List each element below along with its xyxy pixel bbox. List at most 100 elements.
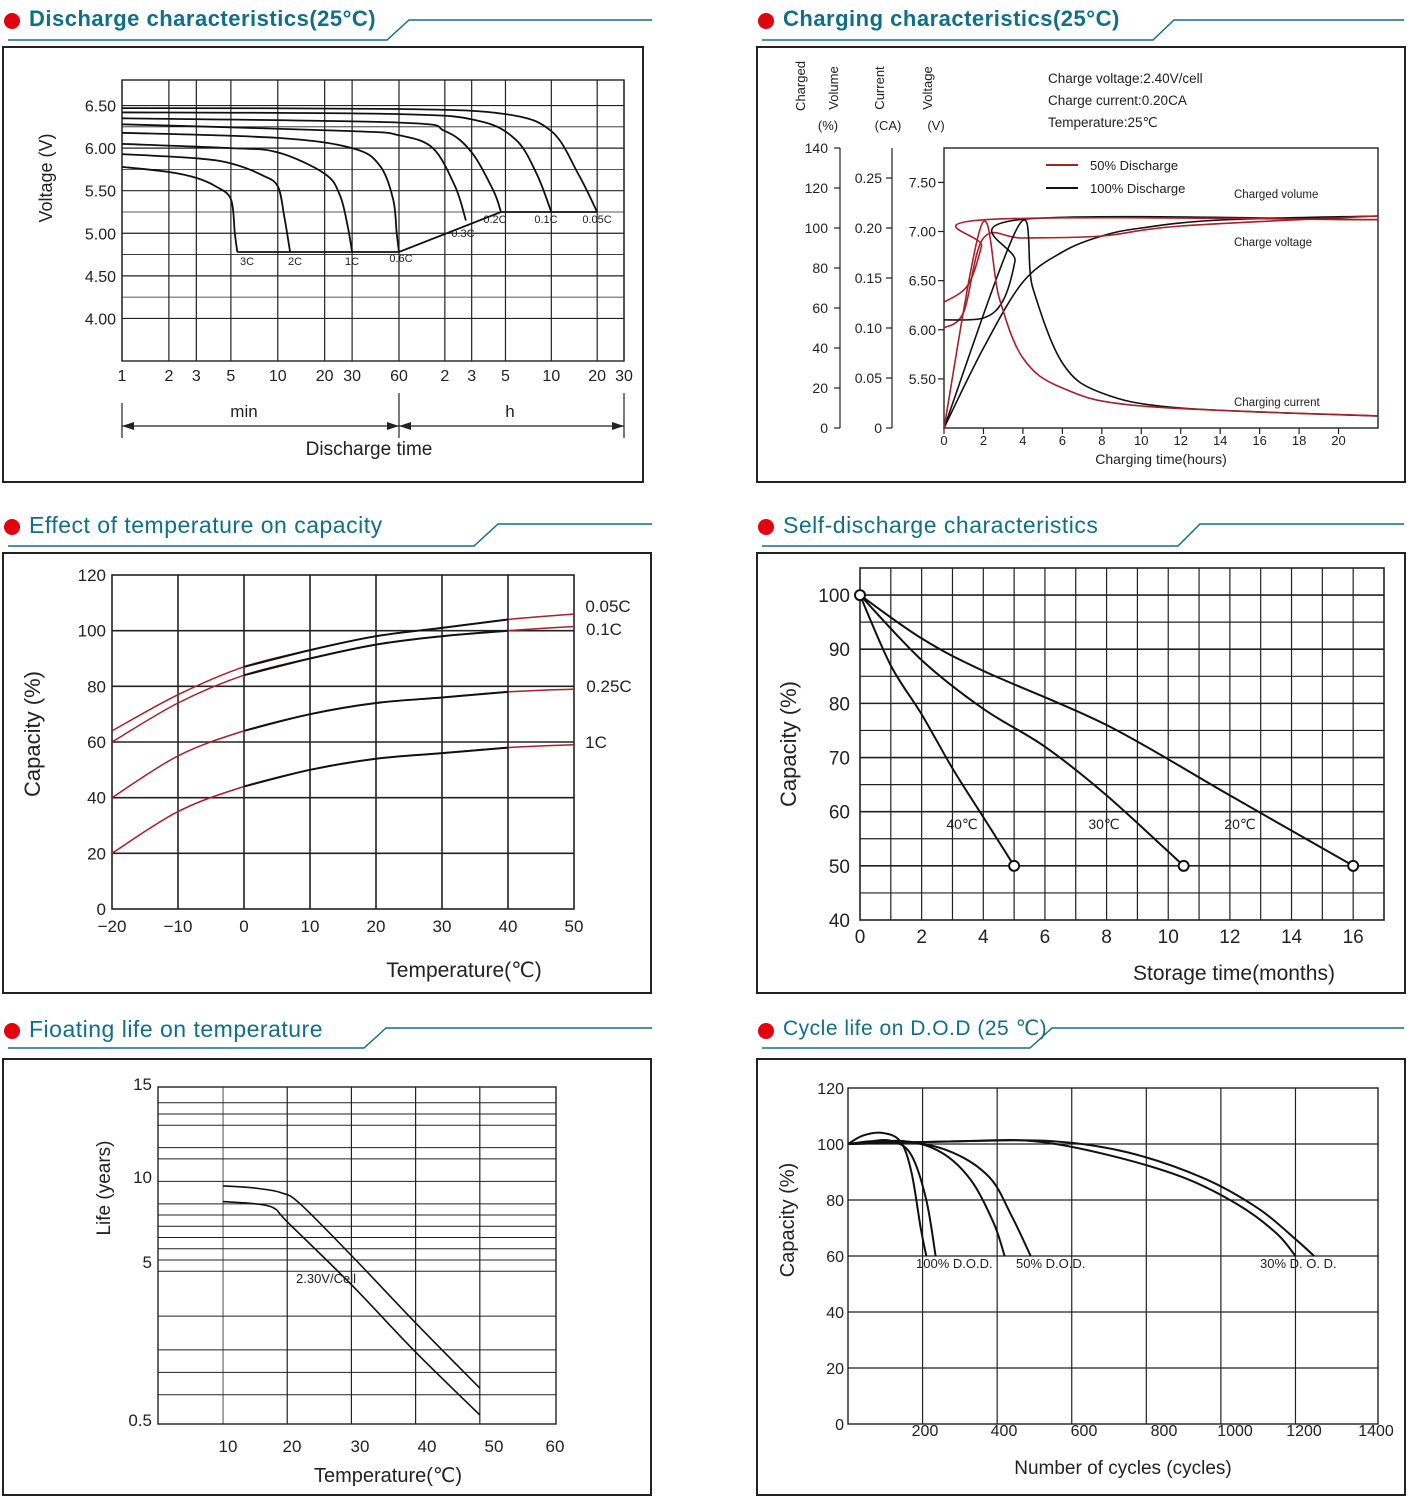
x-tick-label: 12 (1219, 927, 1240, 948)
x-tick-label: 600 (1071, 1423, 1098, 1440)
panel-title-text: Charging characteristics(25°C) (783, 6, 1120, 31)
plot-area (943, 147, 1379, 429)
end-marker (1177, 859, 1190, 872)
x-tick-label: 4 (978, 927, 989, 948)
panel-title-floating: Fioating life on temperature (4, 1014, 654, 1054)
y-tick-label-current: 0.15 (855, 270, 882, 286)
series-line-0.1C (121, 111, 553, 213)
series-label: 30℃ (1088, 816, 1119, 832)
x-tick-label: 20 (316, 368, 334, 385)
x-tick-label: 30 (343, 368, 361, 385)
x-tick-label: 18 (1292, 433, 1306, 448)
y-tick-label: 5.50 (85, 184, 116, 201)
x-tick-label: −20 (98, 917, 127, 936)
y-tick-label-volume: 120 (805, 180, 829, 196)
selfdischarge-chart: 100 90 80 70 60 50 400 2 4 6 8 10 12 14 16 Capacity (%)… (776, 567, 1385, 985)
x-tick-label: 0 (855, 927, 866, 948)
series-label: 100% D.O.D. (916, 1256, 993, 1271)
y-tick-label: 0 (835, 1417, 844, 1434)
series-label: 2C (288, 256, 302, 268)
y-tick-label: 0 (97, 900, 106, 919)
y-tick-label-volume: 20 (812, 380, 828, 396)
bullet-dot (4, 13, 20, 29)
panel-title-text: Cycle life on D.O.D (25 ℃) (783, 1017, 1048, 1040)
series-line-50dod (847, 1139, 1032, 1257)
series-label: 50% D.O.D. (1016, 1256, 1085, 1271)
x-tick-label: 1 (118, 368, 127, 385)
bullet-dot (4, 519, 20, 535)
y-tick-label: 10 (133, 1168, 152, 1187)
title-underline (762, 523, 1404, 547)
start-marker (854, 589, 866, 602)
charge-condition: Charge current:0.20CA (1048, 93, 1187, 108)
charging-chart: 0 2 4 6 8 10 12 14 16 18 20 Charging time(hours) 140… (793, 61, 1379, 467)
y-axis-label: Capacity (%) (20, 671, 45, 797)
annotation-charge-voltage: Charge voltage (1234, 237, 1312, 249)
y-tick-label-voltage: 6.00 (909, 322, 936, 338)
axis-header-voltage: Voltage (920, 66, 935, 109)
y-tick-label: 15 (133, 1075, 152, 1094)
panel-title-text: Effect of temperature on capacity (29, 512, 383, 538)
x-tick-label: 60 (390, 368, 408, 385)
y-axis-label: Voltage (V) (36, 133, 56, 222)
y-tick-label: 0.5 (128, 1411, 152, 1430)
series-line-0.1C (111, 625, 575, 743)
x-tick-label: 4 (1019, 433, 1026, 448)
series-line-1C (121, 143, 353, 253)
title-underline (762, 19, 1404, 41)
y-tick-label: 60 (87, 733, 106, 752)
y-tick-label-volume: 60 (812, 300, 828, 316)
bullet-dot (758, 1023, 774, 1039)
x-tick-label: 3 (467, 368, 476, 385)
y-tick-label-current: 0.25 (855, 170, 882, 186)
x-tick-label: 400 (991, 1423, 1018, 1440)
series-label: 0.1C (534, 214, 557, 226)
x-tick-label: 200 (912, 1423, 939, 1440)
x-tick-label: 20 (1331, 433, 1345, 448)
series-line-0.2C (121, 117, 502, 213)
x-tick-label: 0 (940, 433, 947, 448)
x-tick-label: 800 (1151, 1423, 1178, 1440)
axis-header-current: Current (872, 66, 887, 110)
x-tick-label: −10 (164, 917, 193, 936)
x-tick-label: 40 (418, 1437, 437, 1456)
y-tick-label: 80 (829, 694, 850, 715)
axis-header-unit-ca: (CA) (875, 118, 902, 133)
x-tick-label: 50 (485, 1437, 504, 1456)
y-tick-label: 100 (78, 622, 106, 641)
x-tick-label: 0 (239, 917, 248, 936)
legend-label: 50% Discharge (1090, 158, 1178, 173)
x-tick-label: 1200 (1286, 1423, 1322, 1440)
annotation-charging-current: Charging current (1234, 397, 1320, 409)
charging-panel: 0 2 4 6 8 10 12 14 16 18 20 Charging time(hours) 140… (756, 46, 1406, 483)
series-line-100dod (847, 1131, 928, 1257)
y-tick-label: 40 (826, 1305, 844, 1322)
x-axis-label: Charging time(hours) (1095, 451, 1227, 467)
y-tick-label-volume: 140 (805, 140, 829, 156)
y-tick-label: 6.00 (85, 141, 116, 158)
series-label: 0.25C (586, 677, 631, 696)
x-tick-label: 2 (164, 368, 173, 385)
series-line-1C (111, 744, 575, 854)
x-tick-label: 2 (980, 433, 987, 448)
panel-title-temperature: Effect of temperature on capacity (4, 510, 654, 550)
title-underline (762, 1027, 1404, 1049)
x-tick-label: 20 (367, 917, 386, 936)
panel-title-text: Fioating life on temperature (29, 1016, 323, 1042)
x-tick-label: 2 (916, 927, 927, 948)
series-line-dark-0.1C (243, 629, 509, 677)
series-line-2C (121, 153, 291, 253)
x-axis-label: Discharge time (306, 439, 433, 460)
axis-header-unit-pct: (%) (818, 118, 838, 133)
axis-header-unit-v: (V) (927, 118, 944, 133)
series-line-0.05C (121, 107, 599, 213)
plot-area (859, 567, 1385, 921)
series-label: 0.1C (586, 620, 622, 639)
series-line-dark-0.05C (243, 618, 509, 668)
series-line-0.6C (121, 131, 400, 253)
x-tick-label: 20 (283, 1437, 302, 1456)
y-tick-label-volume: 0 (820, 420, 828, 436)
x-tick-label: 5 (501, 368, 510, 385)
y-tick-label-volume: 80 (812, 260, 828, 276)
y-tick-label: 120 (78, 566, 106, 585)
